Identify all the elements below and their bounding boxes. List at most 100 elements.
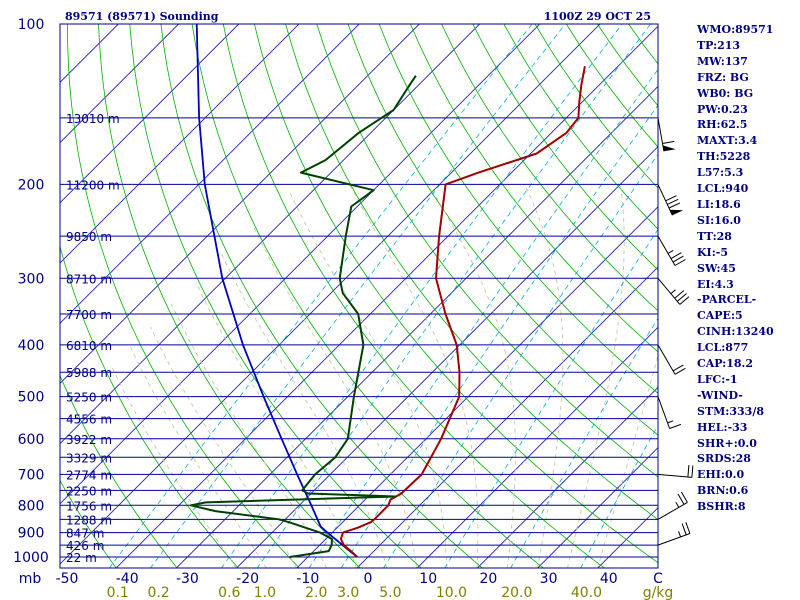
- barb-feather: [679, 296, 690, 305]
- height-label: 5250 m: [66, 391, 112, 405]
- mixing-ratio-line: [221, 24, 623, 568]
- isotherm-line: [60, 24, 481, 445]
- pressure-tick-label: 500: [18, 390, 45, 406]
- pressure-tick-label: 600: [18, 432, 45, 448]
- barb-feather: [681, 523, 687, 536]
- barb-feather: [691, 465, 694, 478]
- plot-frame: [59, 23, 659, 569]
- index-row: BSHR:8: [697, 500, 746, 514]
- barb-half-feather: [667, 420, 674, 424]
- dry-adiabat-line: [378, 24, 658, 394]
- moist-adiabat-line: [110, 364, 237, 568]
- dry-adiabat-line: [191, 24, 544, 568]
- mixing-ratio-label: 1.0: [254, 585, 276, 600]
- barb-pennant: [662, 145, 676, 152]
- height-label: 1288 m: [66, 513, 112, 527]
- barb-feather: [670, 252, 682, 260]
- indices-panel: WMO:89571 TP:213 MW:137 FRZ: BG WB0: BG PW:0.…: [697, 22, 797, 515]
- index-row: FRZ: BG: [697, 70, 749, 84]
- isotherm-line: [235, 145, 658, 568]
- temperature-tick-label: -30: [176, 571, 199, 587]
- moist-adiabat-line: [149, 326, 297, 568]
- isotherm-line: [175, 85, 658, 568]
- mixing-ratio-label: 5.0: [379, 585, 401, 600]
- barb-staff: [657, 533, 691, 546]
- barb-feather: [669, 423, 682, 429]
- dry-adiabat-line: [254, 24, 658, 564]
- mixing-ratio-line: [308, 68, 658, 568]
- moist-adiabat-line: [428, 184, 516, 568]
- dry-adiabat-line: [67, 24, 300, 568]
- dry-adiabat-line: [160, 24, 483, 568]
- index-row: KI:-5: [697, 245, 728, 259]
- temperature-tick-label: 20: [479, 571, 497, 587]
- height-label: 7700 m: [66, 308, 112, 322]
- index-row: CINH:13240: [697, 325, 774, 339]
- wind-barb: [657, 235, 686, 266]
- temperature-tick-label: -10: [296, 571, 319, 587]
- index-row: WB0: BG: [697, 86, 754, 100]
- station-title: 89571 (89571) Sounding: [65, 10, 219, 23]
- mixing-ratio-line: [340, 104, 658, 568]
- temperature-tick-label: 0: [364, 571, 373, 587]
- moist-adiabat-line: [253, 226, 418, 568]
- pressure-tick-label: 900: [18, 526, 45, 542]
- barb-feather: [674, 367, 686, 375]
- wind-barbs: [657, 117, 694, 546]
- index-row: BRN:0.6: [697, 484, 749, 498]
- height-label: 6810 m: [66, 339, 112, 353]
- isotherm-line: [60, 24, 300, 264]
- mixing-ratio-line: [444, 228, 658, 568]
- pressure-tick-label: 200: [18, 177, 45, 193]
- barb-feather: [687, 465, 690, 478]
- dry-adiabat-line: [129, 24, 422, 568]
- mixing-ratio-unit-label: g/kg: [643, 585, 674, 600]
- dry-adiabat-line: [347, 24, 658, 436]
- mixing-ratio-label: 0.2: [147, 585, 169, 600]
- moist-adiabat-line: [288, 190, 448, 568]
- barb-feather: [680, 491, 688, 503]
- index-row: HEL:-33: [697, 420, 748, 434]
- height-label: 11200 m: [66, 178, 120, 192]
- temperature-tick-label: 40: [600, 571, 618, 587]
- barb-feather: [665, 195, 677, 202]
- pressure-unit-label: mb: [19, 571, 42, 587]
- temperature-tick-label: -20: [236, 571, 259, 587]
- moist-adiabat-line: [597, 354, 658, 568]
- index-row: -PARCEL-: [697, 293, 757, 307]
- mixing-ratio-label: 2.0: [305, 585, 327, 600]
- wind-barb: [657, 344, 686, 375]
- temperature-tick-label: 10: [419, 571, 437, 587]
- height-label: 8710 m: [66, 272, 112, 286]
- temperature-tick-label: -40: [116, 571, 139, 587]
- isotherm-line: [416, 326, 658, 568]
- isotherm-line: [60, 24, 180, 144]
- index-row: RH:62.5: [697, 118, 748, 132]
- pressure-tick-label: 1000: [13, 550, 49, 566]
- index-row: CAPE:5: [697, 309, 743, 323]
- mixing-ratio-line: [150, 24, 566, 568]
- index-row: TP:213: [697, 38, 741, 52]
- barb-staff: [657, 473, 692, 478]
- isotherm-line: [60, 24, 421, 385]
- barb-feather: [667, 198, 679, 205]
- height-label: 4556 m: [66, 413, 112, 427]
- index-row: LCL:877: [697, 341, 749, 355]
- isotherm-line: [356, 266, 658, 568]
- moist-adiabat-line: [349, 184, 479, 568]
- height-label: 2250 m: [66, 484, 112, 498]
- pressure-tick-label: 400: [18, 338, 45, 354]
- barb-staff: [657, 235, 676, 266]
- mixing-ratio-line: [383, 153, 658, 568]
- index-row: EI:4.3: [697, 277, 734, 291]
- wind-barb: [657, 491, 688, 520]
- isotherm-line: [536, 446, 658, 568]
- moist-adiabat-line: [195, 281, 358, 568]
- wind-barb: [657, 396, 682, 429]
- dry-adiabat-line: [316, 24, 658, 478]
- barb-feather: [668, 202, 681, 209]
- moist-adiabat-line: [567, 184, 625, 568]
- index-row: LFC:-1: [697, 372, 738, 386]
